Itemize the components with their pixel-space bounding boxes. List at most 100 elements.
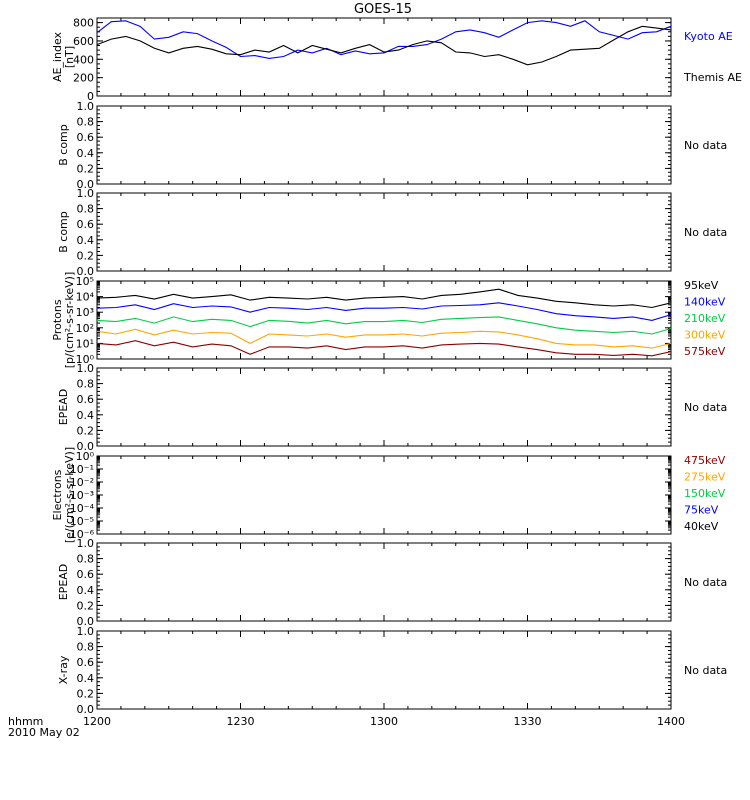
y-tick-label: 0.0 xyxy=(77,178,95,191)
panel-frame xyxy=(96,630,672,710)
y-axis-label: Protons xyxy=(51,299,64,340)
panel-epead2: 0.0 0.2 0.4 0.6 0.8 1.0 EPEAD No data xyxy=(57,537,727,628)
panels: 0 200 400 600 800 AE_index [nT] Kyoto AE Themis … xyxy=(51,17,742,716)
series-line-kyoto-ae xyxy=(96,20,672,59)
panel-frame xyxy=(96,17,672,97)
legend-275kev: 275keV xyxy=(684,471,726,484)
time-label-format: hhmm xyxy=(8,715,43,728)
panel-b1: 0.0 0.2 0.4 0.6 0.8 1.0 B comp No data xyxy=(57,100,727,191)
legend-150kev: 150keV xyxy=(684,487,726,500)
y-axis-label: [e/(cm²-s-sr-keV)] xyxy=(63,447,76,543)
legend-300kev: 300keV xyxy=(684,329,726,342)
legend-75kev: 75keV xyxy=(684,504,719,517)
series-line-140kev xyxy=(96,302,672,321)
legend-140kev: 140keV xyxy=(684,296,726,309)
y-tick-label: 0.6 xyxy=(77,656,95,669)
y-tick-label: 10⁻⁶ xyxy=(70,528,95,541)
series-line-95kev xyxy=(96,288,672,309)
legend-themis-ae: Themis AE xyxy=(683,71,742,84)
y-tick-label: 10⁵ xyxy=(76,275,94,288)
y-axis-label: Electrons xyxy=(51,469,64,520)
y-tick-label: 0.6 xyxy=(77,568,95,581)
y-tick-label: 0 xyxy=(87,90,94,103)
y-axis-label: B comp xyxy=(57,124,70,166)
no-data-label: No data xyxy=(684,139,727,152)
y-tick-label: 0.2 xyxy=(77,687,95,700)
no-data-label: No data xyxy=(684,401,727,414)
legend-475kev: 475keV xyxy=(684,454,726,467)
x-tick-label: 1300 xyxy=(370,715,398,728)
x-tick-label: 1230 xyxy=(227,715,255,728)
y-tick-label: 0.4 xyxy=(77,409,95,422)
y-tick-label: 0.4 xyxy=(77,584,95,597)
y-tick-label: 400 xyxy=(73,53,94,66)
y-axis-label: AE_index xyxy=(51,31,64,82)
y-tick-label: 10⁰ xyxy=(76,450,95,463)
y-tick-label: 0.6 xyxy=(77,218,95,231)
y-axis-label: EPEAD xyxy=(57,389,70,426)
y-tick-label: 800 xyxy=(73,17,94,30)
panel-protons: 10⁰ 10¹ 10² 10³ 10⁴ 10⁵ Protons [p/(cm²-s-sr-ke… xyxy=(51,272,726,369)
y-tick-label: 0.4 xyxy=(77,672,95,685)
y-axis-label: [nT] xyxy=(63,46,76,68)
y-tick-label: 10² xyxy=(76,322,94,335)
panel-epead1: 0.0 0.2 0.4 0.6 0.8 1.0 EPEAD No data xyxy=(57,362,727,453)
no-data-label: No data xyxy=(684,576,727,589)
y-tick-label: 0.4 xyxy=(77,147,95,160)
y-tick-label: 1.0 xyxy=(77,362,95,375)
y-tick-label: 0.6 xyxy=(77,393,95,406)
y-tick-label: 0.0 xyxy=(77,440,95,453)
y-tick-label: 1.0 xyxy=(77,100,95,113)
legend-kyoto-ae: Kyoto AE xyxy=(684,30,733,43)
y-tick-label: 10¹ xyxy=(76,337,94,350)
y-tick-label: 0.2 xyxy=(77,249,95,262)
y-tick-label: 200 xyxy=(73,72,94,85)
series-line-themis-ae xyxy=(96,25,672,66)
y-tick-label: 10⁴ xyxy=(76,291,95,304)
legend-575kev: 575keV xyxy=(684,345,726,358)
y-tick-label: 10⁻¹ xyxy=(70,463,94,476)
y-tick-label: 10⁻² xyxy=(70,476,94,489)
y-tick-label: 1.0 xyxy=(77,187,95,200)
time-label-date: 2010 May 02 xyxy=(8,726,80,739)
x-tick-label: 1400 xyxy=(657,715,685,728)
y-tick-label: 10⁻⁴ xyxy=(70,502,95,515)
legend-40kev: 40keV xyxy=(684,520,719,533)
y-tick-label: 10⁻³ xyxy=(70,489,94,502)
y-tick-label: 0.0 xyxy=(77,703,95,716)
panel-frame xyxy=(96,367,672,447)
no-data-label: No data xyxy=(684,226,727,239)
y-tick-label: 1.0 xyxy=(77,537,95,550)
y-tick-label: 1.0 xyxy=(77,625,95,638)
y-tick-label: 10³ xyxy=(76,306,94,319)
series-line-300kev xyxy=(96,328,672,349)
series-line-210kev xyxy=(96,316,672,335)
x-tick-label: 1330 xyxy=(514,715,542,728)
series-line-575kev xyxy=(96,340,672,357)
panel-frame xyxy=(96,192,672,272)
y-tick-label: 0.8 xyxy=(77,553,95,566)
y-axis-label: EPEAD xyxy=(57,564,70,601)
y-tick-label: 0.8 xyxy=(77,641,95,654)
y-tick-label: 0.4 xyxy=(77,234,95,247)
y-tick-label: 10⁰ xyxy=(76,353,95,366)
y-tick-label: 0.0 xyxy=(77,615,95,628)
y-tick-label: 0.8 xyxy=(77,378,95,391)
y-tick-label: 0.2 xyxy=(77,162,95,175)
y-tick-label: 0.2 xyxy=(77,599,95,612)
panel-frame xyxy=(96,542,672,622)
y-axis-label: [p/(cm²-s-sr-keV)] xyxy=(63,272,76,369)
panel-b2: 0.0 0.2 0.4 0.6 0.8 1.0 B comp No data xyxy=(57,187,727,278)
panel-frame xyxy=(96,455,672,535)
chart-title: GOES-15 xyxy=(354,2,412,17)
legend-210kev: 210keV xyxy=(684,312,726,325)
panel-frame xyxy=(96,105,672,185)
y-axis-label: X-ray xyxy=(57,655,70,684)
legend-95kev: 95keV xyxy=(684,279,719,292)
y-tick-label: 600 xyxy=(73,35,94,48)
y-tick-label: 0.8 xyxy=(77,203,95,216)
y-tick-label: 0.6 xyxy=(77,131,95,144)
